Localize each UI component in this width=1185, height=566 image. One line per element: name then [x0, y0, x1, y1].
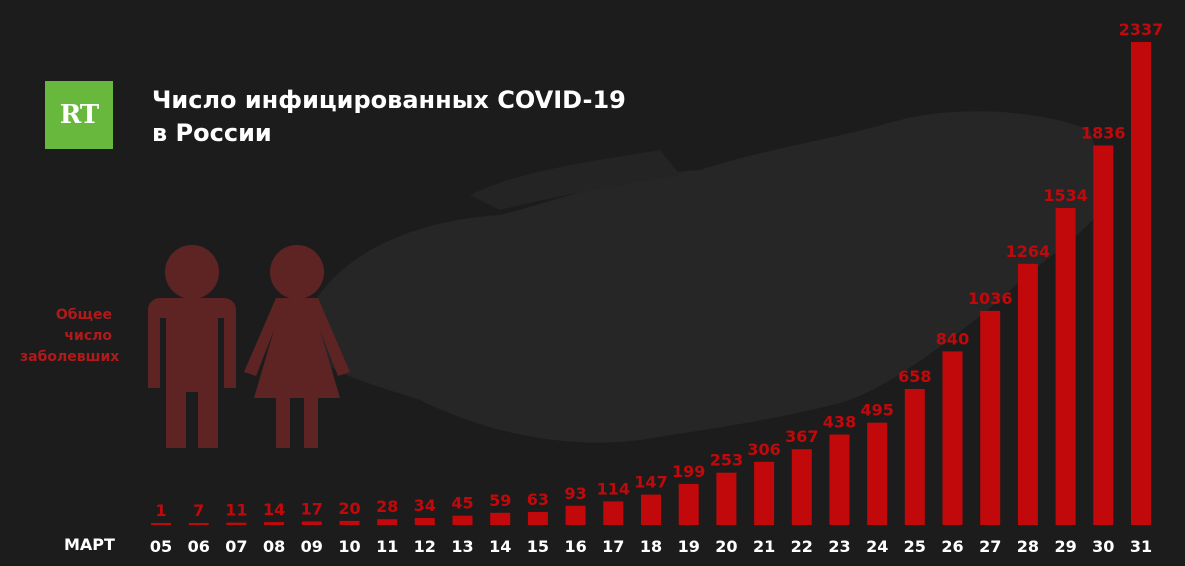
bar-19 [678, 483, 699, 525]
x-tick-label-12: 12 [414, 537, 436, 556]
bar-17 [603, 501, 624, 525]
bar-20 [716, 472, 737, 525]
value-label-21: 306 [747, 440, 780, 459]
value-label-06: 7 [193, 501, 204, 520]
x-tick-label-22: 22 [791, 537, 813, 556]
bar-10 [339, 520, 360, 525]
value-label-16: 93 [564, 484, 586, 503]
x-tick-label-25: 25 [904, 537, 926, 556]
y-axis-label: Общее число заболевших [20, 305, 120, 368]
value-label-27: 1036 [968, 289, 1013, 308]
x-tick-label-08: 08 [263, 537, 285, 556]
x-tick-label-09: 09 [301, 537, 323, 556]
x-tick-label-24: 24 [866, 537, 888, 556]
bar-18 [641, 494, 661, 525]
bar-16 [565, 505, 586, 525]
x-tick-label-05: 05 [150, 537, 172, 556]
y-axis-label-line3: заболевших [20, 349, 120, 365]
x-axis-label: МАРТ [64, 535, 115, 554]
value-label-28: 1264 [1006, 242, 1051, 261]
x-tick-label-17: 17 [602, 537, 624, 556]
bar-27 [980, 310, 1001, 525]
x-tick-label-15: 15 [527, 537, 549, 556]
bar-15 [527, 512, 548, 525]
bar-14 [490, 512, 511, 525]
chart-title-line1: Число инфицированных COVID-19 [152, 86, 626, 114]
x-tick-label-29: 29 [1054, 537, 1076, 556]
value-label-07: 11 [225, 501, 247, 520]
x-tick-label-18: 18 [640, 537, 662, 556]
y-axis-label-line1: Общее [55, 307, 112, 323]
y-axis-label-line2: число [64, 328, 112, 344]
value-label-31: 2337 [1119, 20, 1164, 39]
value-label-13: 45 [451, 494, 473, 513]
x-tick-label-31: 31 [1130, 537, 1152, 556]
x-tick-label-30: 30 [1092, 537, 1114, 556]
bar-13 [452, 515, 473, 525]
chart-title: Число инфицированных COVID-19 в России [152, 84, 626, 150]
x-tick-label-26: 26 [941, 537, 963, 556]
bar-23 [829, 434, 850, 525]
bar-12 [414, 518, 435, 525]
x-tick-label-06: 06 [188, 537, 210, 556]
value-label-25: 658 [898, 367, 931, 386]
x-tick-label-11: 11 [376, 537, 398, 556]
value-label-22: 367 [785, 427, 818, 446]
bar-22 [791, 449, 812, 525]
x-tick-label-13: 13 [451, 537, 473, 556]
value-label-09: 17 [301, 500, 323, 519]
value-label-18: 147 [634, 473, 667, 492]
x-tick-label-23: 23 [828, 537, 850, 556]
x-tick-label-20: 20 [715, 537, 737, 556]
value-label-19: 199 [672, 462, 705, 481]
value-label-17: 114 [597, 479, 630, 498]
x-tick-label-21: 21 [753, 537, 775, 556]
rt-logo-text: RT [59, 100, 99, 130]
x-tick-label-19: 19 [678, 537, 700, 556]
value-label-26: 840 [936, 329, 969, 348]
bar-08 [264, 522, 285, 525]
bar-09 [301, 521, 322, 525]
rt-logo: RT [45, 81, 113, 149]
bar-06 [188, 523, 209, 525]
bar-31 [1131, 42, 1151, 525]
x-tick-label-14: 14 [489, 537, 511, 556]
value-label-24: 495 [860, 401, 893, 420]
bar-21 [754, 461, 775, 525]
value-label-23: 438 [823, 413, 856, 432]
bar-29 [1055, 208, 1076, 525]
value-label-12: 34 [414, 496, 436, 515]
x-tick-label-10: 10 [338, 537, 360, 556]
female-figure-icon [244, 245, 350, 448]
bar-28 [1017, 263, 1038, 525]
bar-07 [226, 522, 247, 525]
value-label-15: 63 [527, 490, 549, 509]
x-tick-label-07: 07 [225, 537, 247, 556]
bar-11 [377, 519, 398, 525]
x-tick-label-27: 27 [979, 537, 1001, 556]
value-label-10: 20 [338, 499, 360, 518]
value-label-29: 1534 [1043, 186, 1088, 205]
value-label-08: 14 [263, 500, 285, 519]
bar-24 [867, 422, 888, 525]
value-label-05: 1 [155, 501, 166, 520]
bar-26 [942, 351, 963, 525]
bar-25 [904, 389, 925, 525]
value-label-30: 1836 [1081, 124, 1126, 143]
value-label-11: 28 [376, 497, 398, 516]
chart-title-line2: в России [152, 119, 272, 147]
x-tick-label-16: 16 [564, 537, 586, 556]
bar-05 [151, 523, 171, 525]
value-label-20: 253 [710, 451, 743, 470]
male-figure-icon [148, 245, 236, 448]
x-tick-label-28: 28 [1017, 537, 1039, 556]
value-label-14: 59 [489, 491, 511, 510]
bar-30 [1093, 145, 1114, 525]
